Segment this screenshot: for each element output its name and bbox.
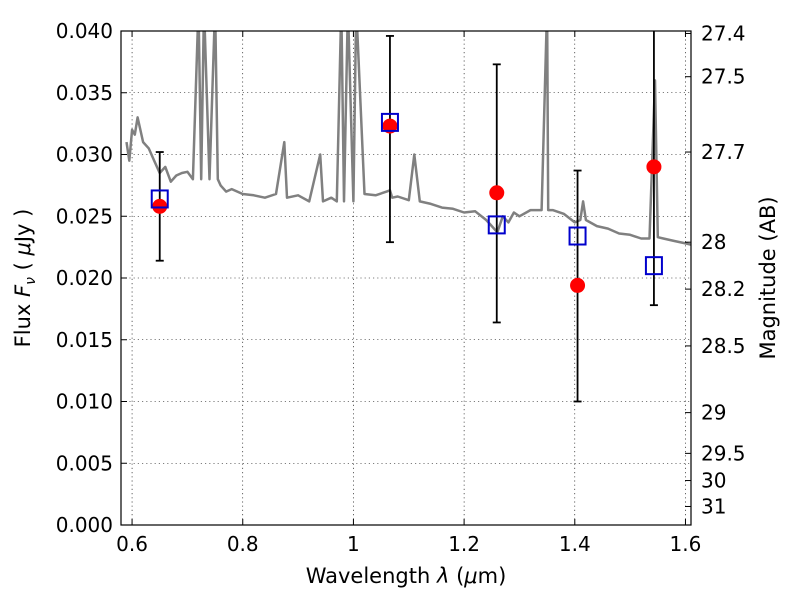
x-tick-label: 0.6 (116, 532, 148, 556)
y-tick-label: 0.030 (56, 143, 113, 167)
y-tick-label: 0.035 (56, 81, 113, 105)
y2-axis-title: Magnitude (AB) (756, 196, 780, 359)
y-tick-label: 0.010 (56, 390, 113, 414)
observed-point (646, 159, 662, 175)
x-tick-label: 1.2 (448, 532, 480, 556)
mag-tick-label: 29.5 (701, 441, 746, 465)
model-point (380, 112, 399, 132)
y-axis-ticks: 0.000 0.005 0.010 0.015 0.020 0.025 0.030 0.035… (56, 19, 127, 537)
y-tick-label: 0.000 (56, 513, 113, 537)
x-tick-label: 1.6 (670, 532, 702, 556)
model-point (150, 189, 169, 209)
x-tick-label: 1 (347, 532, 360, 556)
observed-point (489, 185, 505, 201)
mag-tick-label: 27.5 (701, 65, 746, 89)
y-tick-label: 0.025 (56, 204, 113, 228)
y-tick-label: 0.005 (56, 451, 113, 475)
mag-tick-label: 31 (701, 494, 726, 518)
mag-tick-label: 29 (701, 401, 726, 425)
x-axis-title: Wavelength λ (μm) (306, 564, 507, 588)
y-axis-title: Flux Fν ( μJy ) (11, 209, 39, 348)
observed-point (382, 118, 398, 134)
model-point (644, 256, 663, 276)
model-sed-layer (125, 31, 691, 246)
model-point (487, 215, 506, 235)
observed-point (570, 277, 586, 293)
model-point (568, 226, 587, 246)
y-tick-label: 0.020 (56, 266, 113, 290)
observed-points (152, 118, 662, 293)
mag-tick-label: 27.7 (701, 140, 746, 164)
mag-tick-label: 28 (701, 230, 726, 254)
mag-tick-label: 28.2 (701, 277, 746, 301)
y-tick-label: 0.015 (56, 328, 113, 352)
x-tick-label: 0.8 (227, 532, 259, 556)
mag-tick-label: 28.5 (701, 334, 746, 358)
model-points (150, 112, 663, 276)
y-tick-label: 0.040 (56, 19, 113, 43)
mag-tick-label: 30 (701, 469, 726, 493)
mag-tick-label: 27.4 (701, 21, 746, 45)
model-sed-line (125, 31, 691, 246)
x-axis-ticks: 0.6 0.8 1 1.2 1.4 1.6 (116, 31, 701, 556)
observed-point (152, 198, 168, 214)
x-tick-label: 1.4 (559, 532, 591, 556)
